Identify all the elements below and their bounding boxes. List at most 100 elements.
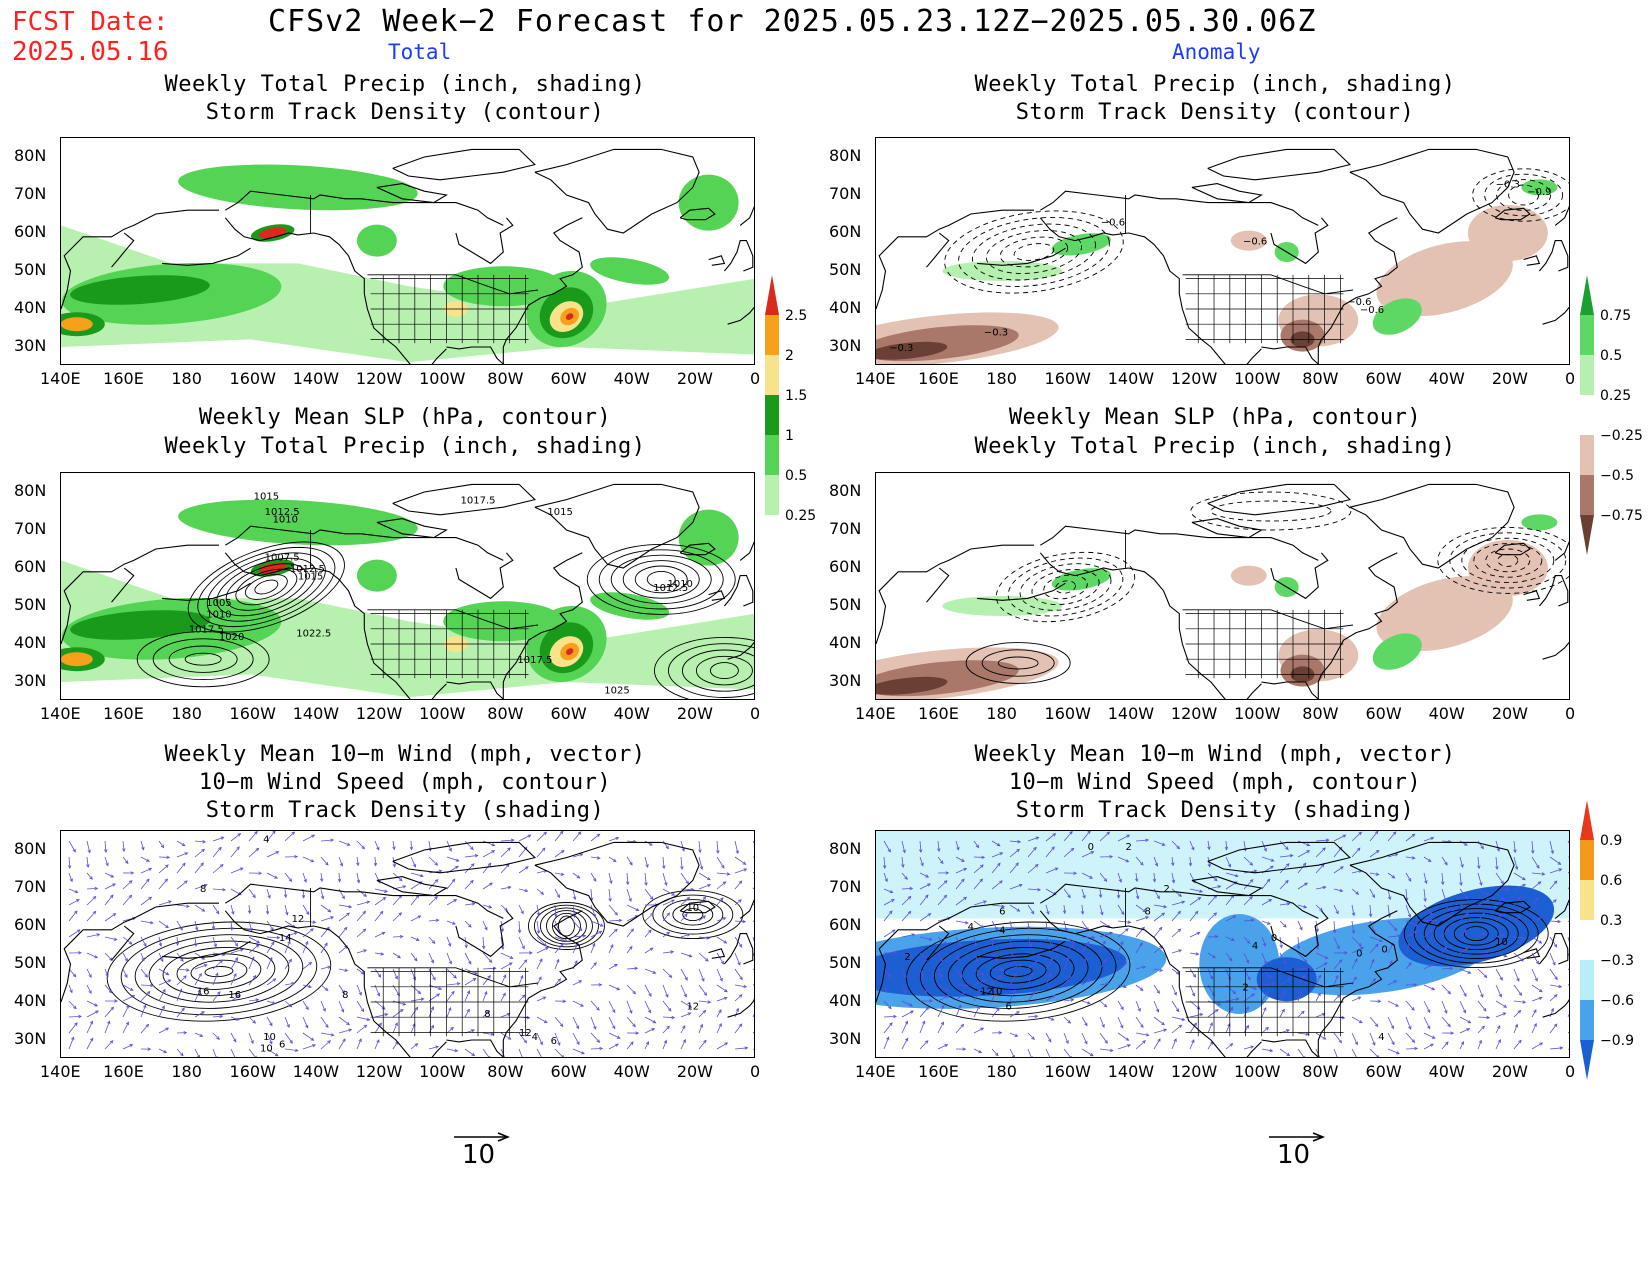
colorbar-label: 2	[785, 348, 794, 364]
colorbar-label: −0.75	[1600, 508, 1643, 524]
lon-tick-label: 80W	[487, 369, 524, 388]
lat-tick-label: 70N	[14, 519, 47, 538]
colorbar-swatch	[1580, 355, 1594, 395]
colorbar-swatch	[765, 315, 779, 355]
colorbar-swatch	[765, 275, 779, 315]
lat-tick-label: 40N	[14, 298, 47, 317]
lon-tick-label: 40W	[613, 1062, 650, 1081]
lon-tick-label: 20W	[1491, 369, 1528, 388]
panel6-title-line1: Weekly Mean 10−m Wind (mph, vector)	[974, 742, 1456, 767]
lat-tick-label: 30N	[14, 671, 47, 690]
lon-tick-label: 20W	[676, 1062, 713, 1081]
lat-tick-label: 70N	[829, 184, 862, 203]
colorbar-label: −0.6	[1600, 993, 1634, 1009]
lat-tick-label: 40N	[829, 298, 862, 317]
lon-tick-label: 0	[1565, 369, 1576, 388]
map-anomaly-wind: 0 2 4 6 8 2 4 2 12 10 6 0 4 0 10 2 0 4	[875, 830, 1570, 1058]
state-borders	[310, 530, 539, 679]
colorbar-label: 1.5	[785, 388, 807, 404]
contour-label: 10	[1495, 937, 1508, 948]
lat-tick-label: 60N	[829, 915, 862, 934]
contour-label: 16	[228, 990, 241, 1001]
contour-label: 4	[1378, 1032, 1384, 1043]
lat-tick-label: 70N	[14, 184, 47, 203]
vector-reference-right	[1267, 1128, 1327, 1147]
lon-tick-label: 140E	[855, 369, 896, 388]
lat-tick-label: 80N	[14, 146, 47, 165]
lon-tick-label: 160E	[918, 369, 959, 388]
contour-label: 1022.5	[296, 628, 331, 639]
colorbar-label: −0.5	[1600, 468, 1634, 484]
lat-tick-label: 80N	[829, 839, 862, 858]
lon-tick-label: 180	[986, 704, 1017, 723]
lat-tick-label: 60N	[14, 222, 47, 241]
contour-label: −0.6	[1101, 217, 1125, 228]
state-borders	[310, 195, 539, 344]
lon-tick-label: 180	[986, 369, 1017, 388]
lat-tick-label: 30N	[829, 336, 862, 355]
contour-lines	[944, 168, 1569, 294]
state-borders	[1125, 195, 1354, 344]
contour-label: 6	[279, 1040, 285, 1051]
lon-tick-label: 140W	[1107, 1062, 1155, 1081]
contour-label: 0	[1271, 933, 1277, 944]
lat-tick-label: 40N	[829, 991, 862, 1010]
lon-tick-label: 80W	[487, 704, 524, 723]
lon-tick-label: 160W	[1044, 1062, 1091, 1081]
colorbar-label: 1	[785, 428, 794, 444]
lon-tick-label: 80W	[1302, 704, 1339, 723]
lat-tick-label: 70N	[829, 877, 862, 896]
lon-tick-label: 160W	[1044, 704, 1091, 723]
lat-tick-label: 80N	[829, 146, 862, 165]
map-canvas	[876, 483, 1569, 699]
lon-tick-label: 100W	[1234, 369, 1281, 388]
contour-label: 2	[1163, 884, 1169, 895]
panel2-title-line1: Weekly Total Precip (inch, shading)	[974, 72, 1456, 97]
map-canvas: 10151012.510101017.510151007.51012.51015…	[61, 483, 754, 699]
coastline-group	[61, 148, 754, 364]
coastline-group	[61, 841, 754, 1057]
vector-reference-right-value: 10	[1277, 1140, 1311, 1170]
contour-label: 4	[999, 926, 1005, 937]
contour-label: 1010	[667, 579, 692, 590]
panel3-title-line2: Weekly Total Precip (inch, shading)	[164, 434, 646, 459]
lon-tick-label: 0	[750, 704, 761, 723]
colorbar-swatch	[1580, 475, 1594, 515]
lat-tick-label: 60N	[829, 557, 862, 576]
map-canvas: −0.6−0.6−0.3−0.9−0.3−0.6−0.6−0.3	[876, 148, 1569, 364]
lon-tick-label: 140W	[292, 369, 340, 388]
contour-label: −0.3	[889, 343, 913, 354]
colorbar-anomaly-precip: 0.75 0.5 0.25 −0.25 −0.5 −0.75	[1580, 275, 1650, 555]
colorbar-swatch	[765, 395, 779, 435]
lon-tick-label: 80W	[487, 1062, 524, 1081]
contour-label: 4	[532, 1032, 538, 1043]
colorbar-label: 0.25	[1600, 388, 1631, 404]
panel6-title-line2: 10−m Wind Speed (mph, contour)	[1008, 770, 1422, 795]
column-label-total: Total	[388, 40, 452, 64]
contour-label: 4	[263, 834, 269, 845]
colorbar-swatch	[765, 355, 779, 395]
lon-tick-label: 60W	[550, 1062, 587, 1081]
lon-tick-label: 60W	[1365, 1062, 1402, 1081]
panel2-title-line2: Storm Track Density (contour)	[1015, 100, 1415, 125]
panel4-title-line2: Weekly Total Precip (inch, shading)	[974, 434, 1456, 459]
lon-tick-label: 0	[1565, 1062, 1576, 1081]
lat-tick-label: 60N	[14, 915, 47, 934]
colorbar-swatch	[1580, 395, 1594, 435]
lon-tick-label: 140W	[292, 1062, 340, 1081]
contour-lines	[136, 541, 754, 699]
contour-label: 1015	[254, 492, 279, 503]
lon-tick-label: 160E	[103, 704, 144, 723]
contour-label: 8	[200, 884, 206, 895]
lon-tick-label: 20W	[676, 369, 713, 388]
contour-label: 1017.5	[189, 625, 224, 636]
lon-tick-label: 180	[986, 1062, 1017, 1081]
colorbar-swatch	[1580, 515, 1594, 555]
colorbar-swatch	[1580, 840, 1594, 880]
panel5-title-line2: 10−m Wind Speed (mph, contour)	[198, 770, 612, 795]
lon-tick-label: 0	[1565, 704, 1576, 723]
lon-tick-label: 180	[171, 704, 202, 723]
lon-tick-label: 60W	[1365, 369, 1402, 388]
